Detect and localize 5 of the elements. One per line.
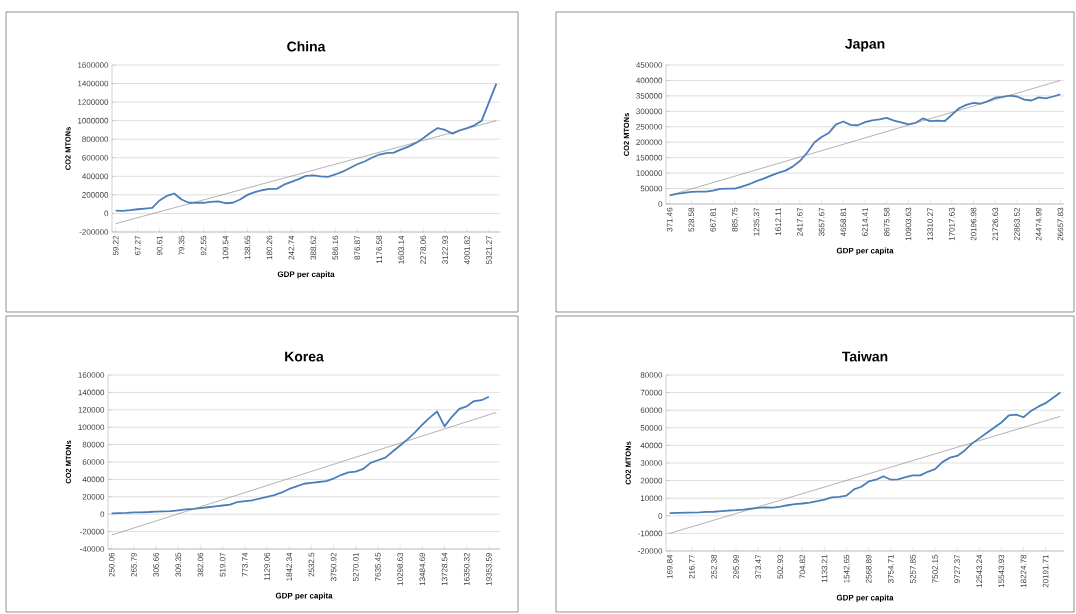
chart-title: Taiwan [842, 351, 888, 362]
chart-title: Korea [285, 351, 324, 362]
line-series [110, 395, 490, 515]
chart-title: Japan [845, 39, 885, 52]
chart-title: China [287, 41, 326, 52]
